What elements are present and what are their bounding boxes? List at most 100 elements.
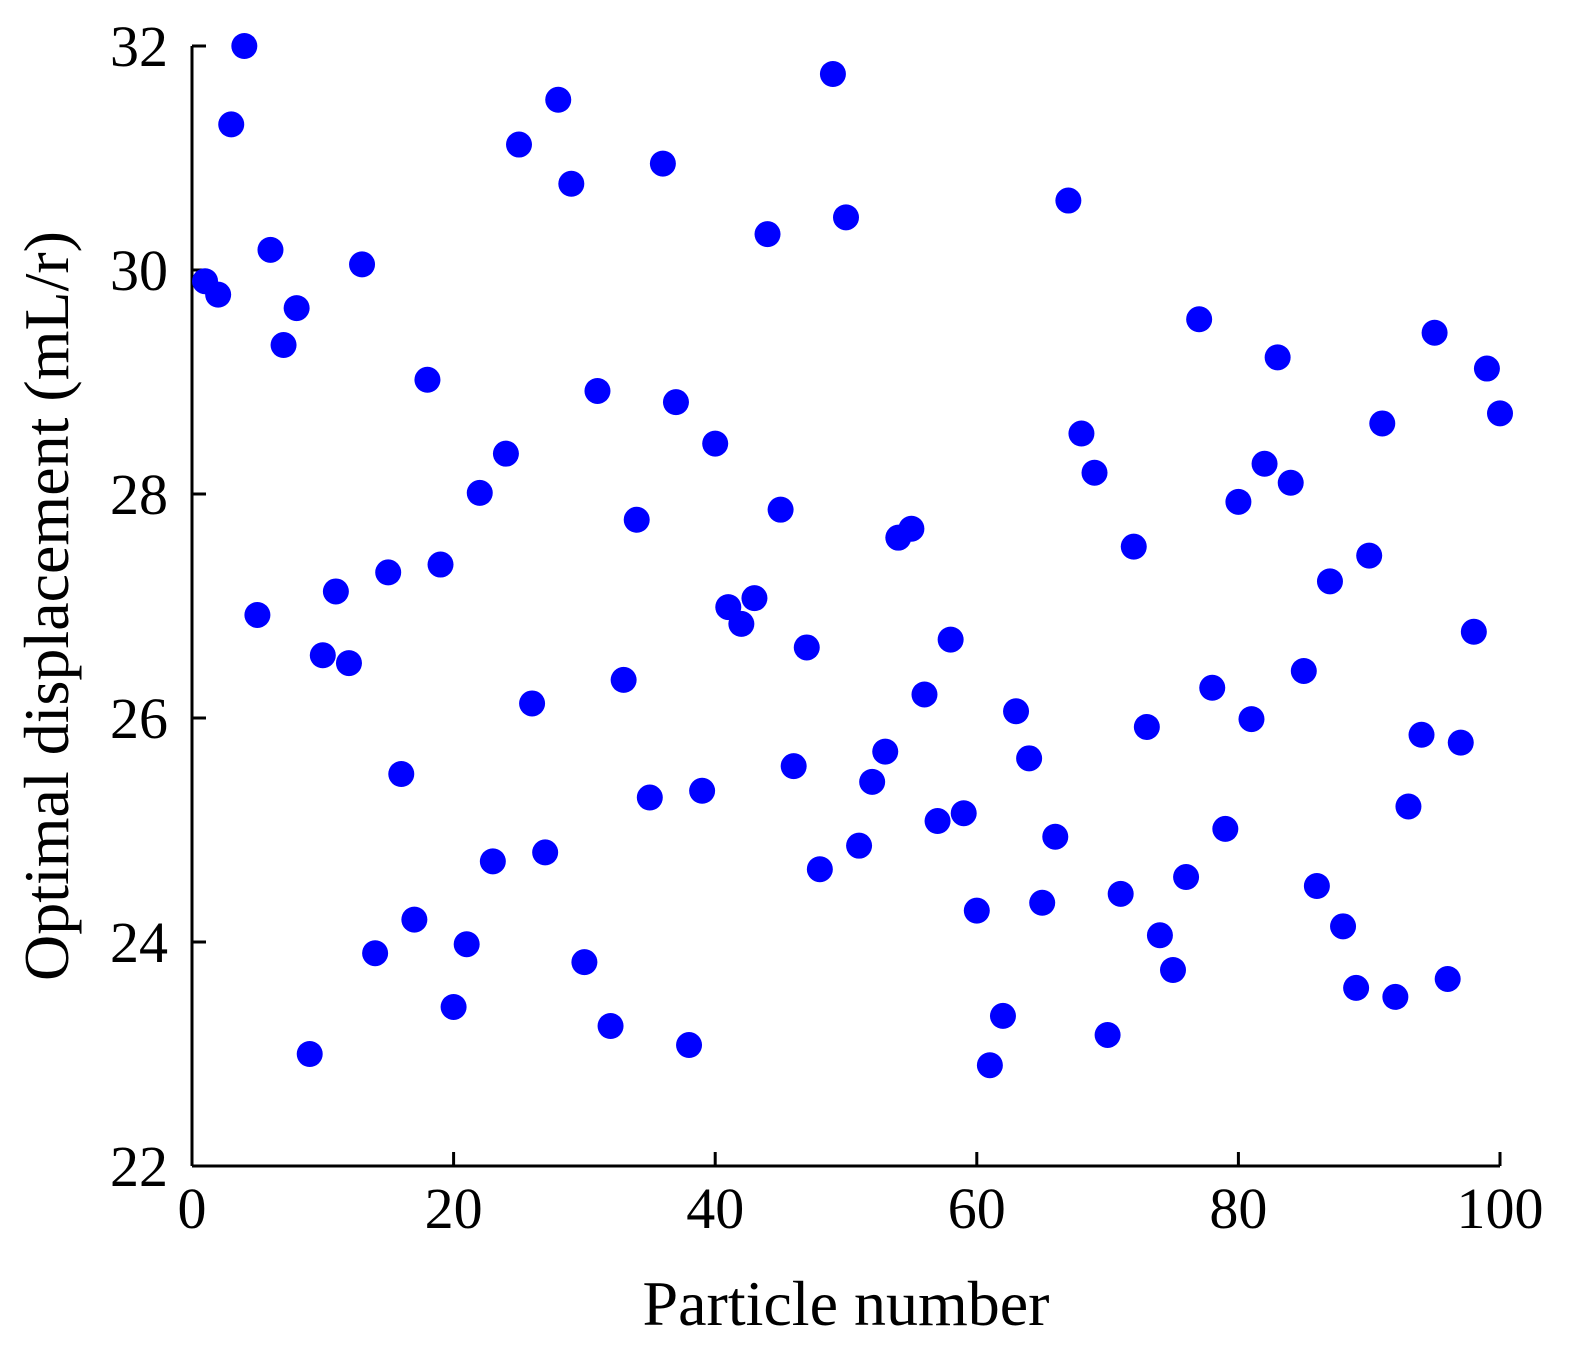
data-point: [1421, 319, 1448, 346]
data-point: [833, 204, 859, 231]
x-tick-label: 60: [948, 1176, 1006, 1241]
x-tick-label: 40: [686, 1176, 744, 1241]
data-point: [388, 761, 415, 787]
data-point: [506, 131, 532, 158]
data-point: [623, 506, 650, 533]
data-point: [793, 634, 820, 661]
data-point: [1146, 922, 1173, 949]
y-ticks: 22 24 26 28 30 32: [110, 14, 206, 1199]
data-point: [1055, 187, 1082, 214]
y-tick-label: 26: [110, 686, 168, 751]
data-point: [1277, 469, 1304, 496]
data-point: [1408, 721, 1435, 748]
data-point: [440, 993, 467, 1020]
data-point: [492, 440, 519, 467]
data-point: [662, 389, 689, 416]
data-point: [545, 86, 572, 113]
data-point: [1029, 889, 1056, 916]
y-tick-label: 24: [110, 910, 168, 975]
data-point: [1330, 913, 1357, 940]
data-point: [1003, 698, 1030, 725]
data-point: [1186, 306, 1213, 333]
data-point: [231, 33, 258, 59]
data-point: [976, 1052, 1003, 1079]
data-point: [414, 366, 441, 393]
data-point: [806, 856, 833, 883]
data-point: [1094, 1021, 1121, 1048]
data-point: [1042, 823, 1069, 850]
y-tick-label: 22: [110, 1134, 168, 1199]
data-point: [1173, 864, 1200, 891]
data-point: [846, 832, 873, 859]
data-point: [1225, 488, 1252, 515]
data-point: [1434, 965, 1461, 992]
y-axis-title: Optimal displacement (mL/r): [11, 231, 82, 981]
x-tick-label: 20: [425, 1176, 483, 1241]
data-point: [1107, 880, 1134, 907]
data-point: [767, 496, 794, 523]
data-point: [1343, 974, 1370, 1001]
data-point: [1238, 706, 1265, 733]
data-point: [1016, 745, 1043, 772]
data-point: [1120, 533, 1147, 560]
x-tick-label: 100: [1457, 1176, 1544, 1241]
data-point: [872, 738, 899, 765]
data-point: [649, 150, 676, 177]
data-point: [257, 236, 284, 263]
data-point: [1133, 713, 1160, 740]
data-point: [584, 377, 611, 404]
data-point: [1447, 729, 1474, 756]
data-point: [362, 940, 389, 967]
data-point: [963, 897, 990, 924]
data-point: [741, 585, 768, 612]
data-point: [218, 111, 245, 138]
data-point: [1356, 542, 1383, 569]
data-point: [558, 170, 585, 197]
data-point: [989, 1002, 1016, 1029]
y-tick-label: 32: [110, 14, 168, 79]
data-point: [335, 650, 362, 677]
data-point: [754, 221, 781, 248]
data-point: [676, 1032, 703, 1059]
data-point: [780, 753, 807, 780]
x-tick-label: 80: [1209, 1176, 1267, 1241]
data-point: [401, 906, 428, 933]
data-point: [859, 768, 886, 795]
data-point: [479, 848, 506, 875]
data-point: [283, 295, 310, 322]
data-point: [610, 666, 637, 693]
data-point: [1382, 983, 1409, 1010]
data-point: [950, 800, 977, 827]
data-point: [205, 281, 232, 308]
y-tick-label: 30: [110, 238, 168, 303]
data-point: [349, 251, 376, 278]
data-point: [1487, 400, 1513, 427]
data-point: [296, 1041, 323, 1067]
x-axis-title: Particle number: [643, 1268, 1050, 1339]
data-point: [924, 808, 951, 835]
data-point: [728, 610, 755, 637]
data-point: [597, 1013, 624, 1039]
data-point: [689, 777, 716, 804]
data-point: [322, 578, 349, 605]
data-point: [898, 515, 925, 542]
data-point: [1369, 410, 1396, 437]
data-point: [1395, 793, 1422, 820]
data-point: [1081, 459, 1108, 486]
data-point: [519, 690, 546, 717]
data-point: [453, 931, 480, 958]
data-point: [270, 332, 297, 359]
x-tick-label: 0: [178, 1176, 207, 1241]
data-point: [1473, 355, 1500, 382]
data-points: [192, 33, 1513, 1079]
y-tick-label: 28: [110, 462, 168, 527]
data-point: [375, 559, 402, 586]
data-point: [1303, 873, 1330, 899]
data-point: [911, 681, 938, 708]
data-point: [937, 626, 964, 653]
data-point: [309, 642, 336, 669]
data-point: [636, 784, 663, 811]
data-point: [532, 839, 559, 866]
data-point: [571, 949, 598, 976]
